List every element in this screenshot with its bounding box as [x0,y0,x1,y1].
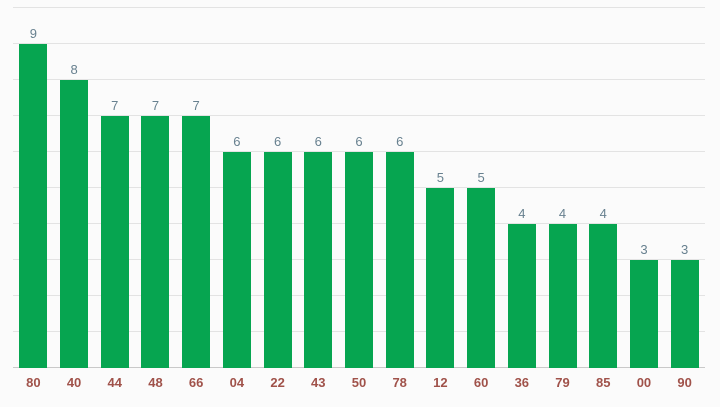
x-axis-category-label: 60 [473,375,489,390]
gridline [13,7,705,8]
bar[interactable] [589,224,618,368]
bar-value-label: 5 [436,170,445,185]
bar-value-label: 8 [70,62,78,77]
bar-value-label: 6 [355,134,363,149]
bar-value-label: 6 [273,134,282,149]
bar-value-label: 6 [396,134,404,149]
x-axis-category-label: 50 [351,375,367,390]
bar-value-label: 7 [192,98,200,113]
bar[interactable] [222,152,251,368]
gridline [13,79,705,80]
bar-value-label: 9 [29,26,37,41]
x-axis-category-label: 44 [107,375,122,390]
bar-value-label: 4 [518,206,526,221]
x-axis-category-label: 00 [636,375,652,390]
x-axis-category-label: 43 [311,375,326,390]
bar[interactable] [426,188,455,368]
bar-value-label: 6 [233,134,241,149]
bar-value-label: 6 [314,134,322,149]
bar[interactable] [670,260,699,368]
bar-value-label: 3 [640,242,648,257]
bar[interactable] [182,116,211,368]
bar[interactable] [19,44,48,368]
bar[interactable] [141,116,170,368]
bar-value-label: 7 [111,98,119,113]
bar-value-label: 7 [151,98,160,113]
x-axis-category-label: 80 [26,375,41,390]
x-axis-category-label: 36 [514,375,530,390]
x-axis-category-label: 12 [433,375,448,390]
bar-value-label: 4 [558,206,567,221]
bar[interactable] [385,152,414,368]
x-axis-category-label: 40 [66,375,82,390]
bar[interactable] [100,116,129,368]
plot-area: 9 80 8 40 7 44 7 48 7 66 6 04 6 22 6 43 6 50 6 78 5 12 5 60 4 36 4… [13,7,705,390]
bar-value-label: 4 [599,206,607,221]
bar[interactable] [467,188,496,368]
bar[interactable] [60,80,89,368]
bar[interactable] [507,224,536,368]
x-axis-category-label: 04 [229,375,245,390]
x-axis-category-label: 85 [595,375,611,390]
bar[interactable] [548,224,577,368]
bar-value-label: 5 [477,170,485,185]
gridline [13,43,705,44]
x-axis-category-label: 90 [677,375,692,390]
x-axis-category-label: 79 [555,375,570,390]
bar[interactable] [345,152,373,368]
bar-value-label: 3 [681,242,689,257]
x-axis-category-label: 48 [148,375,163,390]
bar[interactable] [263,152,292,368]
x-axis-category-label: 22 [270,375,285,390]
x-axis-category-label: 78 [392,375,407,390]
gridline [13,115,705,116]
bar[interactable] [629,260,658,368]
x-axis-category-label: 66 [188,375,204,390]
bar[interactable] [304,152,333,368]
gridline [13,151,705,152]
